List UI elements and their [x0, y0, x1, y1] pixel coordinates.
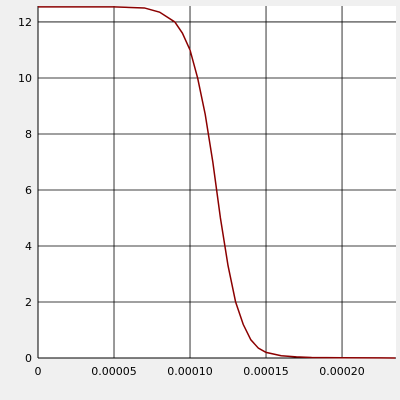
x-tick-label: 0.00010: [167, 365, 213, 378]
y-tick-label: 4: [25, 240, 32, 253]
y-tick-label: 8: [25, 128, 32, 141]
x-tick-label: 0.00015: [243, 365, 289, 378]
data-line: [38, 6, 396, 359]
plot-area: [38, 6, 396, 358]
y-tick-label: 6: [25, 184, 32, 197]
y-tick-label: 0: [25, 352, 32, 365]
y-tick-label: 10: [18, 72, 32, 85]
x-tick-label: 0: [35, 365, 42, 378]
y-tick-label: 2: [25, 296, 32, 309]
x-tick-label: 0.00020: [319, 365, 365, 378]
y-tick-label: 12: [18, 16, 32, 29]
x-tick-label: 0.00005: [91, 365, 137, 378]
